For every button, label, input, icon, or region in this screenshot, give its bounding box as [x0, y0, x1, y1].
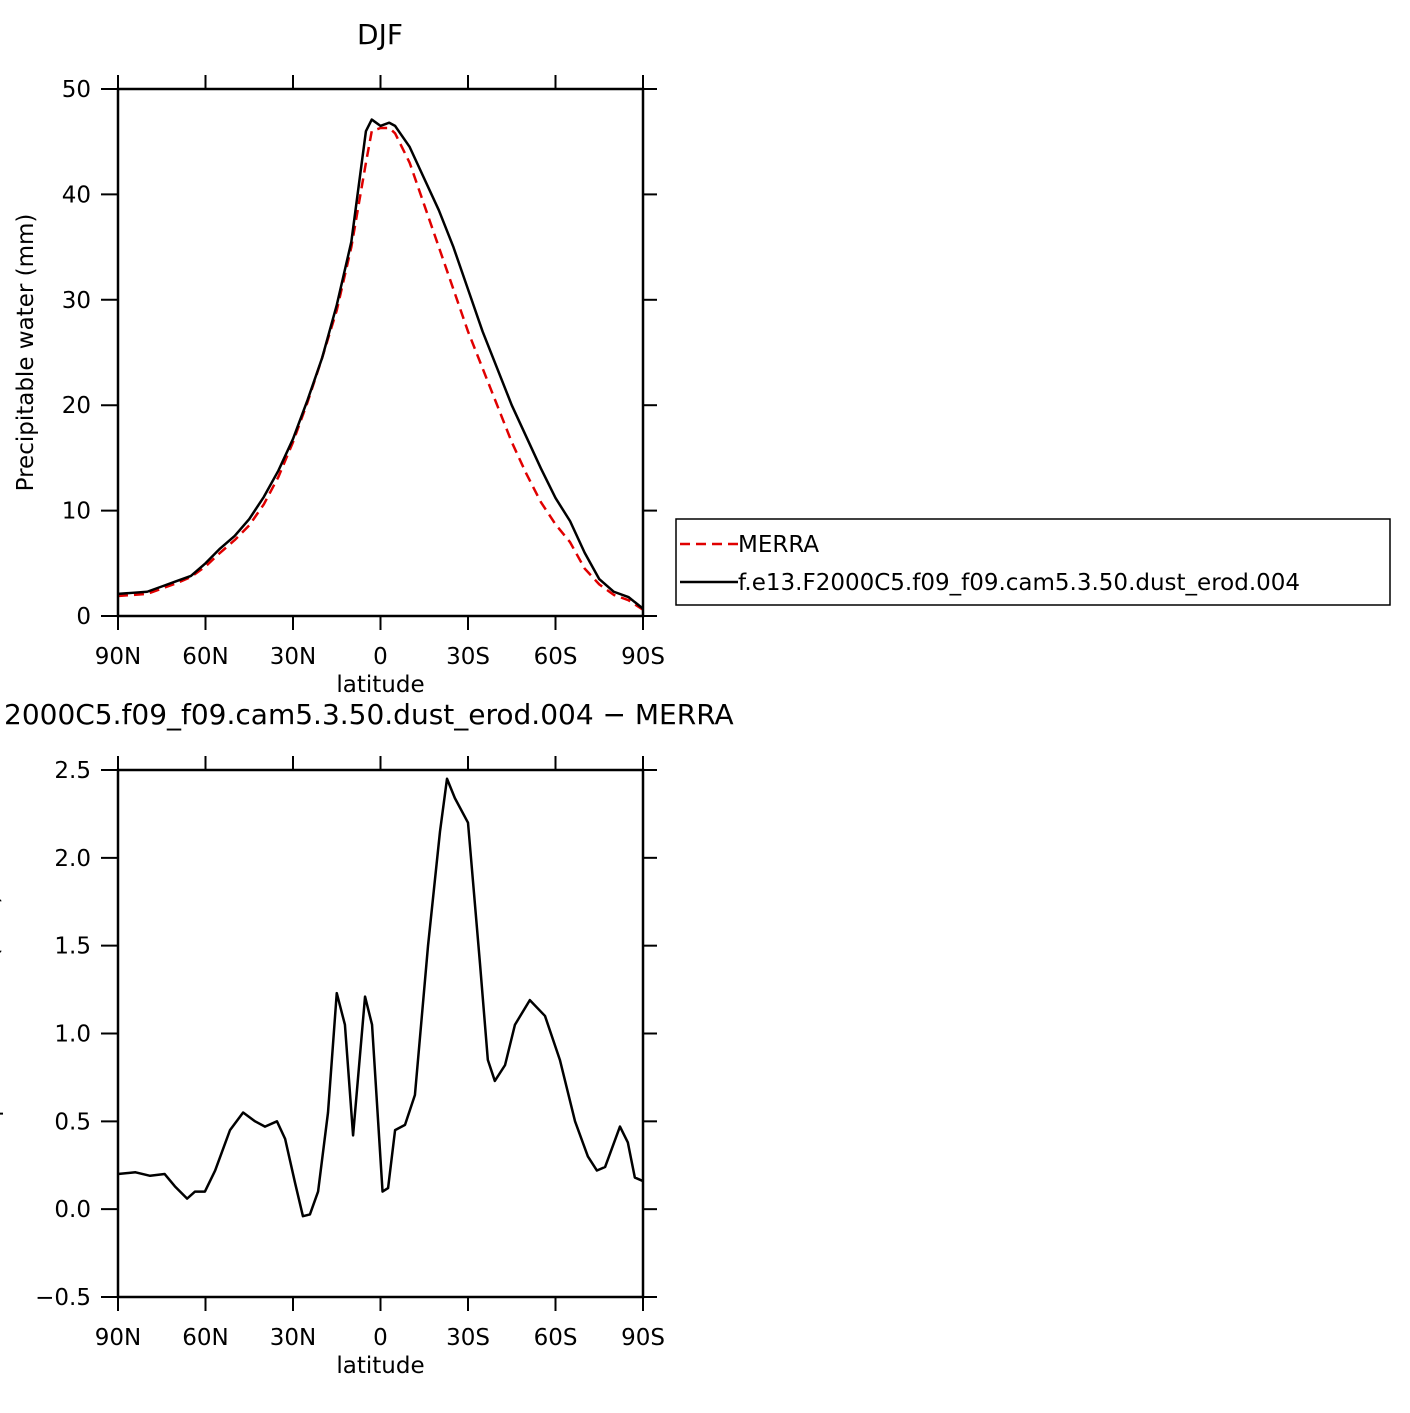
- y-tick-label: 1.5: [54, 934, 91, 960]
- y-tick-label: 0.0: [54, 1197, 91, 1223]
- y-tick-label: 30: [62, 288, 91, 314]
- x-tick-label: 60N: [182, 1325, 228, 1351]
- x-tick-label: 30N: [270, 1325, 316, 1351]
- y-tick-label: 0: [76, 604, 91, 630]
- y-tick-label: −0.5: [35, 1285, 91, 1311]
- y-axis-label: Precipitable water (mm): [13, 214, 39, 492]
- x-tick-label: 60S: [534, 644, 578, 670]
- x-tick-label: 60N: [182, 644, 228, 670]
- chart-title: 2000C5.f09_f09.cam5.3.50.dust_erod.004 −…: [4, 698, 734, 731]
- legend-box: [675, 518, 1391, 606]
- y-tick-label: 40: [62, 182, 91, 208]
- x-tick-label: 30S: [446, 1325, 490, 1351]
- legend-label: MERRA: [738, 532, 819, 558]
- y-tick-label: 0.5: [54, 1109, 91, 1135]
- y-tick-label: 2.5: [54, 758, 91, 784]
- x-axis-label: latitude: [336, 1353, 424, 1379]
- y-tick-label: 10: [62, 499, 91, 525]
- x-axis-label: latitude: [336, 672, 424, 698]
- x-tick-label: 90N: [95, 1325, 141, 1351]
- data-line: [117, 118, 644, 610]
- x-tick-label: 0: [373, 644, 388, 670]
- y-tick-label: 2.0: [54, 846, 91, 872]
- x-tick-label: 90S: [621, 1325, 665, 1351]
- y-axis-label: Precipitable water (mm): [0, 895, 4, 1173]
- plot-frame: [116, 87, 645, 618]
- data-line: [117, 777, 644, 1218]
- x-tick-label: 90N: [95, 644, 141, 670]
- x-tick-label: 60S: [534, 1325, 578, 1351]
- plot-frame: [116, 768, 645, 1299]
- y-tick-label: 20: [62, 393, 91, 419]
- data-line: [117, 126, 644, 611]
- x-tick-label: 30N: [270, 644, 316, 670]
- y-tick-label: 1.0: [54, 1022, 91, 1048]
- x-tick-label: 30S: [446, 644, 490, 670]
- y-tick-label: 50: [62, 77, 91, 103]
- x-tick-label: 90S: [621, 644, 665, 670]
- x-tick-label: 0: [373, 1325, 388, 1351]
- chart-title: DJF: [357, 18, 403, 51]
- legend-label: f.e13.F2000C5.f09_f09.cam5.3.50.dust_ero…: [738, 570, 1300, 596]
